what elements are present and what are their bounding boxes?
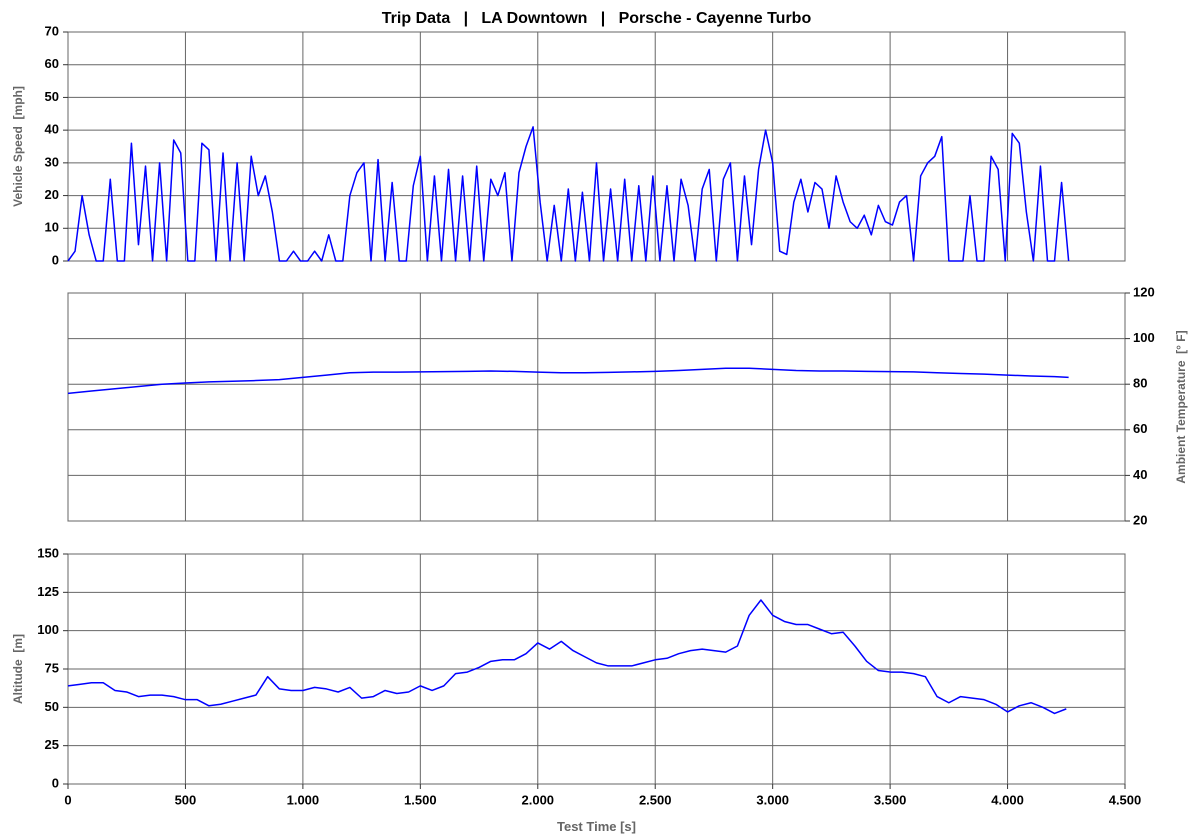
y-tick-label: 0 <box>52 775 59 790</box>
y-tick-label: 75 <box>45 660 59 675</box>
y-tick-label: 80 <box>1133 376 1147 391</box>
y-tick-label: 60 <box>1133 421 1147 436</box>
x-tick-label: 4.000 <box>991 792 1024 807</box>
x-tick-label: 1.000 <box>287 792 320 807</box>
y-tick-label: 40 <box>45 122 59 137</box>
y-tick-label: 20 <box>45 187 59 202</box>
y-axis-label: Vehicle Speed [mph] <box>11 86 25 207</box>
data-line <box>67 367 1069 395</box>
x-tick-label: 2.000 <box>522 792 555 807</box>
y-tick-label: 20 <box>1133 512 1147 527</box>
y-tick-label: 150 <box>37 545 59 560</box>
y-tick-label: 60 <box>45 56 59 71</box>
y-tick-label: 40 <box>1133 467 1147 482</box>
plot-area <box>67 31 1126 262</box>
y-tick-label: 25 <box>45 737 59 752</box>
y-tick-label: 120 <box>1133 284 1155 299</box>
data-line <box>67 599 1067 715</box>
x-tick-label: 500 <box>175 792 197 807</box>
y-tick-label: 50 <box>45 699 59 714</box>
data-line <box>67 126 1070 262</box>
y-tick-label: 100 <box>1133 330 1155 345</box>
y-tick-label: 10 <box>45 220 59 235</box>
y-tick-label: 125 <box>37 584 59 599</box>
y-tick-label: 0 <box>52 252 59 267</box>
y-tick-label: 100 <box>37 622 59 637</box>
x-tick-label: 1.500 <box>404 792 437 807</box>
x-tick-label: 3.000 <box>756 792 789 807</box>
y-tick-label: 30 <box>45 154 59 169</box>
y-axis-label: Altitude [m] <box>11 634 25 704</box>
x-axis-label: Test Time [s] <box>557 819 636 834</box>
y-tick-label: 50 <box>45 89 59 104</box>
y-tick-label: 70 <box>45 23 59 38</box>
plot-area <box>67 292 1126 522</box>
x-tick-label: 3.500 <box>874 792 907 807</box>
chart-title: Trip Data | LA Downtown | Porsche - Caye… <box>382 10 812 27</box>
x-tick-label: 0 <box>64 792 71 807</box>
x-tick-label: 4.500 <box>1109 792 1142 807</box>
x-tick-label: 2.500 <box>639 792 672 807</box>
y-axis-label: Ambient Temperature [° F] <box>1174 330 1188 483</box>
